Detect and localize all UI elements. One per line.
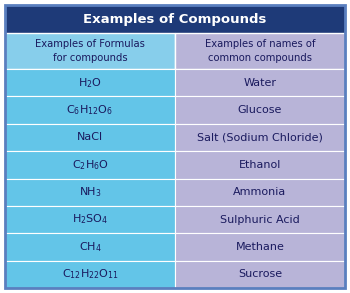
- Bar: [175, 178, 345, 206]
- Bar: [5, 178, 175, 206]
- Text: Examples of Formulas
for compounds: Examples of Formulas for compounds: [35, 39, 145, 63]
- Bar: [175, 233, 345, 261]
- Bar: [5, 5, 345, 33]
- Bar: [5, 151, 175, 178]
- Text: NH$_3$: NH$_3$: [79, 185, 101, 199]
- Bar: [5, 261, 175, 288]
- Text: C$_2$H$_6$O: C$_2$H$_6$O: [71, 158, 108, 172]
- Text: H$_2$O: H$_2$O: [78, 76, 102, 90]
- Text: Examples of names of
common compounds: Examples of names of common compounds: [205, 39, 315, 63]
- Bar: [175, 69, 345, 96]
- Text: Glucose: Glucose: [238, 105, 282, 115]
- Text: Sucrose: Sucrose: [238, 269, 282, 279]
- Bar: [175, 206, 345, 233]
- Bar: [5, 124, 175, 151]
- Bar: [175, 261, 345, 288]
- Bar: [5, 33, 175, 69]
- Text: Sulphuric Acid: Sulphuric Acid: [220, 214, 300, 224]
- Text: C$_6$H$_{12}$O$_6$: C$_6$H$_{12}$O$_6$: [66, 103, 113, 117]
- Text: Water: Water: [244, 78, 276, 88]
- Bar: [175, 124, 345, 151]
- Text: CH$_4$: CH$_4$: [79, 240, 101, 254]
- Bar: [175, 96, 345, 124]
- Bar: [175, 151, 345, 178]
- Text: Ethanol: Ethanol: [239, 160, 281, 170]
- Text: NaCl: NaCl: [77, 132, 103, 142]
- Text: C$_{12}$H$_{22}$O$_{11}$: C$_{12}$H$_{22}$O$_{11}$: [62, 268, 118, 281]
- Bar: [5, 206, 175, 233]
- Bar: [5, 233, 175, 261]
- Bar: [5, 69, 175, 96]
- Bar: [5, 96, 175, 124]
- Text: Ammonia: Ammonia: [233, 187, 287, 197]
- Text: H$_2$SO$_4$: H$_2$SO$_4$: [72, 213, 108, 226]
- Text: Examples of Compounds: Examples of Compounds: [83, 13, 267, 25]
- Bar: [175, 33, 345, 69]
- Text: Salt (Sodium Chloride): Salt (Sodium Chloride): [197, 132, 323, 142]
- Text: Methane: Methane: [236, 242, 285, 252]
